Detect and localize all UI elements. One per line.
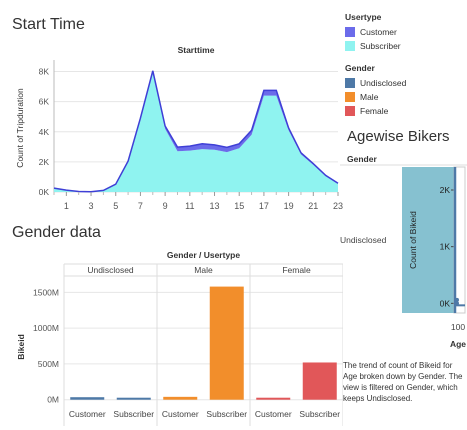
x-category-label: Customer (255, 409, 292, 419)
x-tick-label: 13 (210, 201, 220, 211)
group-header-label: Undisclosed (87, 265, 134, 275)
bar (70, 397, 105, 400)
y-tick-label: 0K (39, 187, 50, 197)
x-tick-label: 7 (138, 201, 143, 211)
legend-swatch (345, 27, 355, 37)
y-tick-label: 2K (39, 157, 50, 167)
legend-swatch (345, 106, 355, 116)
y-tick-label: 4K (39, 127, 50, 137)
y-axis-label: Bikeid (16, 334, 26, 360)
y-tick-label: 0M (47, 395, 59, 405)
area-chart-title: Starttime (178, 45, 215, 55)
y-tick-label: 6K (39, 97, 50, 107)
gender-bar-chart[interactable]: Gender / Usertype Undisclosed Male Female 0M… (0, 246, 343, 426)
bar (163, 396, 198, 400)
age-row-label: Undisclosed (340, 235, 387, 245)
age-data-point (455, 301, 459, 306)
legend-panel: Usertype Customer Subscriber Gender Undis… (345, 12, 465, 118)
y-tick-label: 1500M (33, 287, 59, 297)
x-tick-label: 3 (89, 201, 94, 211)
group-header-label: Female (282, 265, 311, 275)
x-tick-label: 1 (64, 201, 69, 211)
y-tick-label: 500M (38, 359, 59, 369)
x-category-label: Subscriber (206, 409, 247, 419)
x-tick-label: 23 (333, 201, 343, 211)
bar (209, 286, 244, 400)
agewise-header: Agewise Bikers (347, 128, 450, 145)
x-category-label: Subscriber (113, 409, 154, 419)
legend-swatch (345, 92, 355, 102)
bar (256, 397, 291, 400)
x-tick-label: 9 (163, 201, 168, 211)
gender-legend: Undisclosed Male Female (345, 76, 465, 118)
legend-label: Female (360, 106, 389, 116)
x-tick-label: 21 (308, 201, 318, 211)
agewise-description: The trend of count of Bikeid for Age bro… (343, 361, 463, 403)
y-tick-label: 8K (39, 67, 50, 77)
gender-legend-item[interactable]: Female (345, 104, 465, 118)
legend-swatch (345, 78, 355, 88)
age-y-axis-label: Count of Bikeid (408, 211, 418, 269)
age-y-tick-label: 2K (440, 185, 451, 195)
legend-label: Undisclosed (360, 78, 407, 88)
age-x-tick-label: 100 (451, 322, 465, 332)
legend-label: Male (360, 92, 379, 102)
subscriber-area (54, 73, 338, 192)
age-x-axis-label: Age (450, 339, 466, 349)
usertype-legend: Customer Subscriber (345, 25, 465, 53)
x-tick-label: 11 (185, 201, 194, 211)
legend-label: Subscriber (360, 41, 401, 51)
bar (116, 397, 151, 400)
x-tick-label: 5 (113, 201, 118, 211)
age-y-tick-label: 1K (440, 242, 451, 252)
customer-series-line (53, 70, 339, 193)
usertype-legend-item[interactable]: Subscriber (345, 39, 465, 53)
agewise-chart[interactable]: Gender Undisclosed Count of Bikeid 0K 1K 2K 10… (340, 150, 467, 355)
x-category-label: Customer (69, 409, 106, 419)
age-data-point (455, 297, 459, 302)
age-y-tick-label: 0K (440, 298, 451, 308)
x-category-label: Customer (162, 409, 199, 419)
gender-data-header: Gender data (12, 224, 101, 241)
group-header-label: Male (194, 265, 213, 275)
start-time-header: Start Time (12, 16, 85, 33)
y-axis-label: Count of Tripduration (15, 88, 25, 168)
x-tick-label: 17 (259, 201, 269, 211)
legend-label: Customer (360, 27, 397, 37)
x-category-label: Subscriber (299, 409, 340, 419)
gender-legend-item[interactable]: Undisclosed (345, 76, 465, 90)
y-tick-label: 1000M (33, 323, 59, 333)
x-tick-label: 19 (284, 201, 294, 211)
gender-legend-title: Gender (345, 63, 375, 73)
bar-chart-title: Gender / Usertype (167, 250, 240, 260)
usertype-legend-item[interactable]: Customer (345, 25, 465, 39)
starttime-area-chart[interactable]: Starttime 0K 2K 4K 6K 8K Count of Tripduration… (0, 40, 345, 220)
usertype-legend-title: Usertype (345, 12, 382, 22)
legend-swatch (345, 41, 355, 51)
bar (302, 362, 337, 400)
age-row-header: Gender (347, 154, 377, 164)
selected-pane-background (402, 167, 454, 313)
gender-legend-item[interactable]: Male (345, 90, 465, 104)
x-tick-label: 15 (234, 201, 244, 211)
